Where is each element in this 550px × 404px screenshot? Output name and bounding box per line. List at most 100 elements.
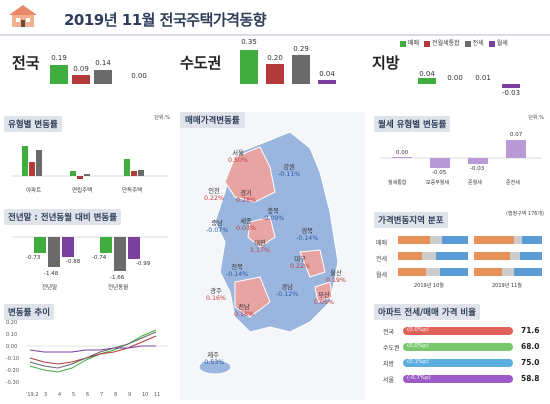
map-label-gwangju: 광주 0.16%	[206, 288, 227, 302]
ratio-region: 지방	[383, 361, 395, 368]
region-summary-provinces: 지방 0.04 0.00 0.01 -0.03	[372, 40, 547, 98]
y-tick: -0.10	[6, 356, 19, 362]
ratio-bar: (-0.7%p)	[403, 375, 513, 383]
house-icon	[9, 5, 37, 27]
unit-label: 단위:%	[154, 115, 170, 121]
ratio-region: 수도권	[383, 345, 400, 352]
bar-value: 0.00	[447, 74, 463, 82]
bar-value: 0.20	[267, 54, 283, 62]
bar-value: 0.01	[475, 74, 491, 82]
ratio-row: 전국 (0.0%p) 71.6	[383, 326, 543, 336]
x-tick: 8	[114, 392, 117, 398]
map-label-jeju: 제주 -0.53%	[202, 352, 225, 366]
group-label: 전년동월	[108, 283, 128, 291]
distribution-bars: 2019년 10월 2019년 11월	[398, 236, 542, 289]
legend-item: 전세	[464, 38, 484, 47]
bar-sale	[50, 65, 68, 84]
ratio-change: (0.0%p)	[407, 327, 429, 333]
map-label-ulsan: 울산 0.19%	[326, 270, 347, 284]
bar-value: 0.00	[396, 150, 409, 156]
region-name: 수도권	[180, 54, 222, 72]
x-tick: '19.2	[26, 392, 39, 398]
map-label-gyeongnam: 경남 -0.12%	[276, 284, 299, 298]
row-label: 전세	[376, 256, 388, 263]
bar-value: 0.04	[419, 70, 435, 78]
legend-item: 매매	[400, 38, 419, 47]
ratio-change: (0.0%p)	[407, 343, 429, 349]
row-label: 월세	[376, 272, 388, 279]
month-label: 2019년 11월	[492, 282, 522, 289]
legend-item: 월세	[488, 38, 508, 47]
bar-value: -1.66	[110, 275, 125, 281]
bar-sale	[240, 50, 258, 84]
panel-title: 아파트 전세/매매 가격 비율	[374, 304, 481, 320]
region-summary-national: 전국 0.19 0.09 0.14 0.00	[12, 40, 162, 84]
category-label: 연립주택	[72, 186, 92, 194]
map-label-incheon: 인천 0.22%	[204, 188, 225, 202]
ratio-bar: (0.0%p)	[403, 343, 513, 351]
yoy-chart: -0.73 -1.48 -0.88 -0.74 -1.66 -0.99 전년말 …	[12, 236, 168, 291]
bar-value: -0.74	[92, 255, 107, 261]
x-tick: 9	[128, 392, 131, 398]
x-tick: 10	[142, 392, 148, 398]
map-panel: 서울 0.50% 인천 0.22% 경기 0.28% 강원 -0.11% 충북 -0.09…	[180, 112, 365, 400]
monthly-rent-chart: 0.00 -0.05 -0.03 0.07 월세통합 보증부월세 준월세 준전세	[380, 132, 542, 186]
ratio-value: 68.0	[521, 342, 540, 351]
bar-value: 0.07	[510, 132, 523, 138]
bar-value: 0.14	[95, 59, 111, 67]
x-tick: 11	[154, 392, 160, 398]
ratio-value: 71.6	[521, 326, 540, 335]
ratio-change: (-0.7%p)	[407, 375, 431, 381]
bar-value: -0.03	[470, 166, 485, 172]
bar-value: 0.29	[293, 45, 309, 53]
panel-title: 월세 유형별 변동률	[374, 116, 451, 132]
x-tick: 3	[44, 392, 47, 398]
ratio-region: 전국	[383, 329, 395, 336]
category-label: 월세통합	[388, 179, 407, 186]
ratio-bar: (0.0%p)	[403, 327, 513, 335]
region-name: 지방	[372, 54, 400, 72]
bar-value: -0.05	[432, 170, 447, 176]
ratio-row: 지방 (0.1%p) 75.0	[383, 358, 543, 368]
unit-label: (행정구역 176개)	[505, 211, 544, 217]
legend-item: 전월세통합	[424, 38, 460, 47]
map-label-daejeon: 대전 1.17%	[250, 240, 271, 254]
category-label: 보증부월세	[426, 179, 449, 186]
bar-jeonse	[292, 55, 310, 84]
ratio-value: 58.8	[521, 374, 540, 383]
bar-wolse	[502, 84, 520, 88]
map-label-gyeongbuk: 경북 -0.14%	[296, 228, 319, 242]
map-label-gangwon: 강원 -0.11%	[278, 164, 301, 178]
group-label: 전년말	[42, 283, 57, 291]
bar-value: -0.99	[136, 261, 151, 267]
x-tick: 7	[100, 392, 103, 398]
map-label-busan: 부산 0.05%	[314, 292, 335, 306]
ratio-value: 75.0	[521, 358, 540, 367]
bar-rent-total	[266, 64, 284, 84]
category-label: 준월세	[468, 179, 482, 186]
top-legend: 매매 전월세통합 전세 월세	[400, 38, 508, 47]
trend-chart: 0.20 0.10 0.00 -0.10 -0.20 -0.30 '19.2 3…	[6, 320, 168, 398]
bar-value: 0.09	[73, 65, 89, 73]
bar-value: 0.35	[241, 38, 257, 46]
x-tick: 6	[86, 392, 89, 398]
map-label-daegu: 대구 0.22%	[290, 256, 311, 270]
category-label: 단독주택	[122, 186, 142, 194]
map-label-jeonnam: 전남 0.18%	[234, 304, 255, 318]
type-change-chart: 아파트 연립주택 단독주택	[12, 146, 168, 194]
map-title: 매매가격변동률	[180, 112, 245, 128]
y-tick: -0.30	[6, 380, 19, 386]
panel-title: 변동률 추이	[4, 304, 55, 320]
y-tick: 0.10	[6, 332, 17, 338]
map-label-seoul: 서울 0.50%	[228, 150, 249, 164]
map-label-chungnam: 충남 -0.07%	[206, 220, 229, 234]
panel-trend: 변동률 추이 0.20 0.10 0.00 -0.10 -0.20 -0.30 …	[4, 300, 172, 400]
region-summary-capital: 수도권 0.35 0.20 0.29 0.04	[180, 38, 360, 84]
panel-title: 가격변동지역 분포	[374, 212, 448, 228]
panel-distribution: 가격변동지역 분포 (행정구역 176개) 매매 전세 월세 2019년 10월…	[374, 208, 546, 294]
bar-value: 0.00	[131, 72, 147, 80]
bar-value: 0.04	[319, 70, 335, 78]
map-label-gyeonggi: 경기 0.28%	[236, 190, 257, 204]
y-tick: 0.20	[6, 320, 17, 326]
bar-value: -0.73	[26, 255, 41, 261]
